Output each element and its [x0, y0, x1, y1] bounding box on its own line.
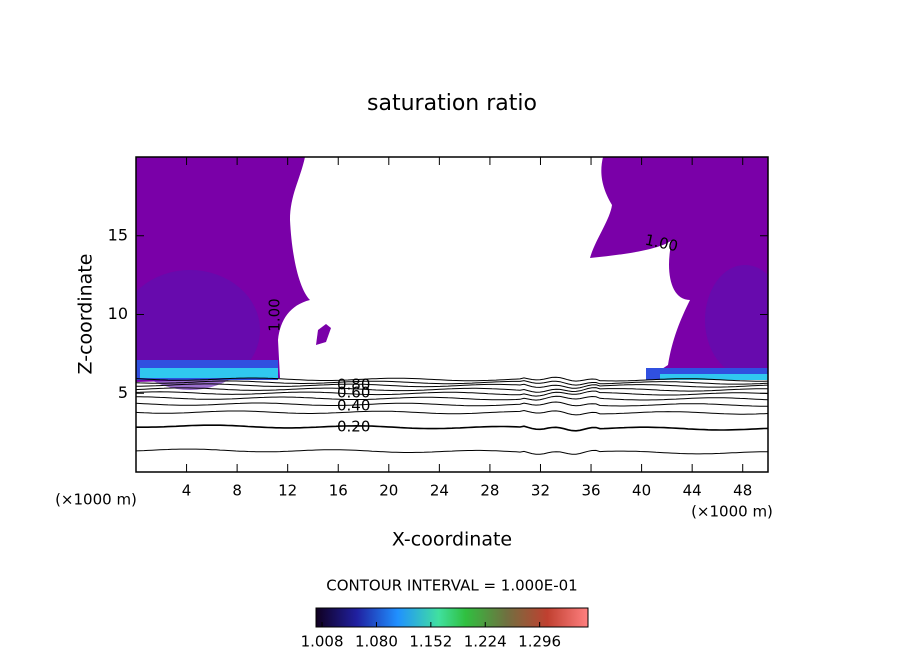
x-tick-label: 24 [430, 482, 449, 500]
colorbar [315, 607, 589, 628]
y-axis-label: Z-coordinate [75, 254, 97, 375]
colorbar-tick-label: 1.080 [355, 633, 398, 651]
contour-line [136, 376, 768, 382]
x-tick-label: 16 [329, 482, 348, 500]
contour-line [136, 448, 768, 455]
field [136, 157, 768, 390]
x-unit: (×1000 m) [55, 491, 137, 509]
y-tick-label: 5 [118, 383, 128, 402]
region [705, 265, 768, 375]
region [140, 368, 278, 378]
colorbar-tick-label: 1.224 [464, 633, 507, 651]
x-tick-label: 36 [581, 482, 600, 500]
contour-line [136, 390, 768, 397]
region [136, 270, 260, 390]
colorbar-tick-label: 1.296 [518, 633, 561, 651]
contour-line [136, 380, 768, 386]
contour-label: 0.80 [337, 376, 370, 394]
x-tick-label: 48 [733, 482, 752, 500]
x-unit: (×1000 m) [691, 503, 773, 521]
contour-line [136, 401, 768, 407]
x-tick-label: 4 [182, 482, 192, 500]
contour-line [136, 424, 768, 432]
colorbar-tick-label: 1.152 [409, 633, 452, 651]
x-tick-label: 32 [531, 482, 550, 500]
contour-interval: CONTOUR INTERVAL = 1.000E-01 [326, 577, 577, 595]
contour-label: 0.60 [337, 384, 370, 402]
contour-line [136, 409, 768, 416]
x-axis-label: X-coordinate [392, 529, 512, 551]
contour-label: 0.20 [337, 418, 370, 436]
x-tick-label: 20 [379, 482, 398, 500]
colorbar-tick-label: 1.008 [301, 633, 344, 651]
chart-title: saturation ratio [367, 91, 537, 116]
contour-label: 1.00 [266, 298, 284, 331]
y-tick-label: 15 [108, 225, 128, 244]
contour-label: 0.40 [337, 397, 370, 415]
region [660, 374, 768, 380]
x-tick-label: 44 [683, 482, 702, 500]
contour-lines [136, 376, 768, 455]
x-tick-label: 40 [632, 482, 651, 500]
x-tick-label: 28 [480, 482, 499, 500]
region [316, 324, 331, 345]
x-tick-label: 8 [232, 482, 242, 500]
contour-line [136, 383, 768, 389]
y-tick-label: 10 [108, 304, 128, 323]
x-tick-label: 12 [278, 482, 297, 500]
contour-line [136, 395, 768, 401]
contour-line [136, 387, 768, 393]
